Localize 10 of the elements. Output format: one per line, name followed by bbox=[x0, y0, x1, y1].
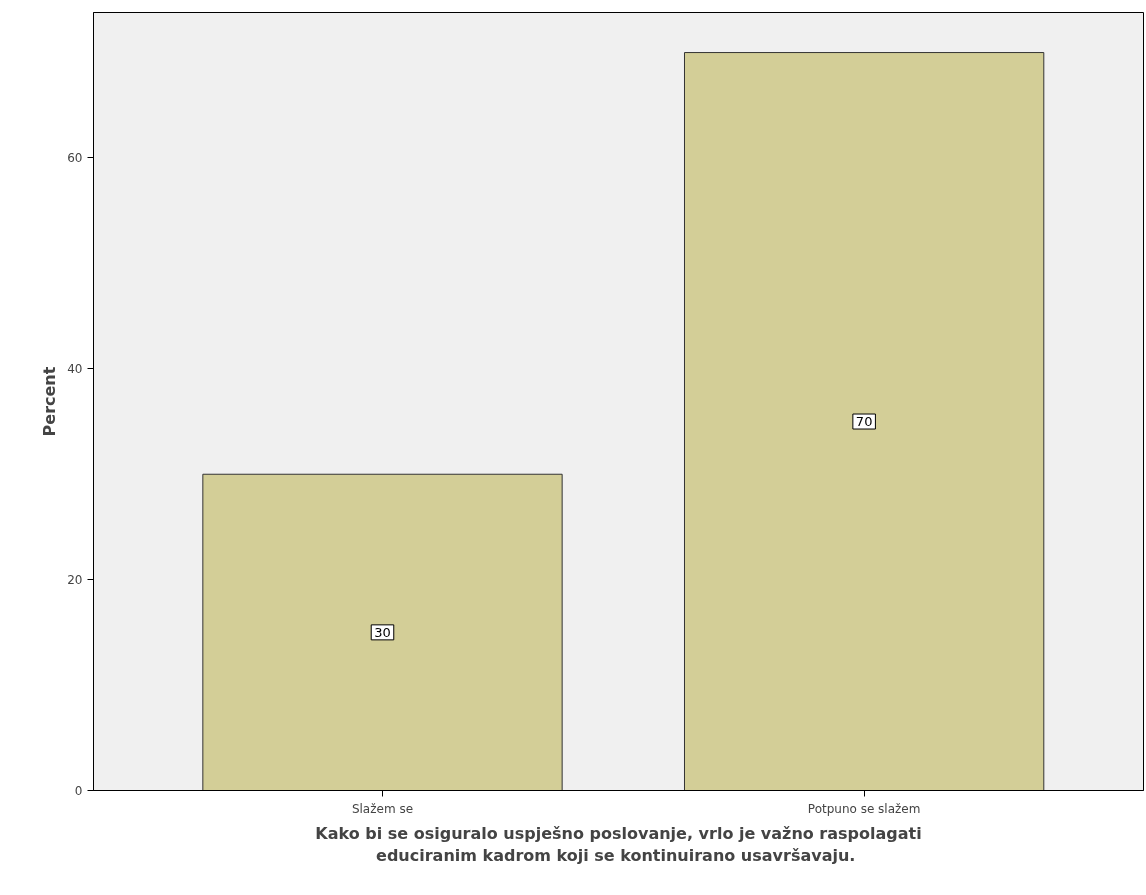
x-axis-title: Kako bi se osiguralo uspješno poslovanje, vrlo je važno raspolagati educiranim kadrom koji se kontinuirano usavršavaju. bbox=[315, 823, 922, 866]
x-tick-label: Potpuno se slažem bbox=[807, 801, 921, 816]
y-tick-label: 60 bbox=[67, 151, 83, 166]
x-tick-label: Slažem se bbox=[351, 801, 414, 816]
y-tick-label: 0 bbox=[74, 784, 83, 798]
y-tick-label: 20 bbox=[67, 573, 83, 588]
y-tick-label: 40 bbox=[67, 362, 83, 377]
data-label: 70 bbox=[855, 414, 873, 430]
data-label: 30 bbox=[374, 624, 391, 640]
y-axis-title: Percent bbox=[40, 366, 60, 437]
